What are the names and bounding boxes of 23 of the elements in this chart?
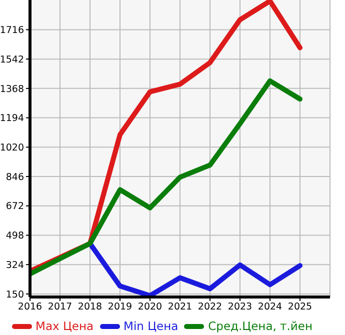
- legend-label: Max Цена: [34, 319, 94, 333]
- y-tick-label: 846: [6, 172, 24, 183]
- x-tick-label: 2019: [108, 302, 132, 313]
- y-tick-label: 150: [6, 289, 24, 300]
- x-tick-label: 2023: [228, 302, 252, 313]
- x-tick-label: 2016: [18, 302, 42, 313]
- y-tick-label: 324: [6, 260, 24, 271]
- y-tick-label: 1368: [0, 84, 24, 95]
- x-tick-label: 2024: [258, 302, 282, 313]
- x-tick-label: 2025: [288, 302, 312, 313]
- y-tick-label: 1716: [0, 25, 24, 36]
- y-tick-label: 1194: [0, 113, 24, 124]
- y-tick-label: 498: [6, 230, 24, 242]
- y-tick-label: 672: [6, 201, 24, 212]
- x-tick-label: 2018: [78, 302, 102, 313]
- x-tick-label: 2022: [198, 302, 222, 313]
- x-tick-label: 2020: [138, 302, 162, 313]
- legend-label: Сред.Цена, т.йен: [207, 319, 312, 333]
- x-tick-label: 2021: [168, 302, 192, 313]
- legend-label: Min Цена: [122, 319, 178, 333]
- y-tick-label: 1542: [0, 54, 24, 66]
- y-tick-label: 1020: [0, 142, 24, 154]
- x-tick-label: 2017: [48, 302, 72, 313]
